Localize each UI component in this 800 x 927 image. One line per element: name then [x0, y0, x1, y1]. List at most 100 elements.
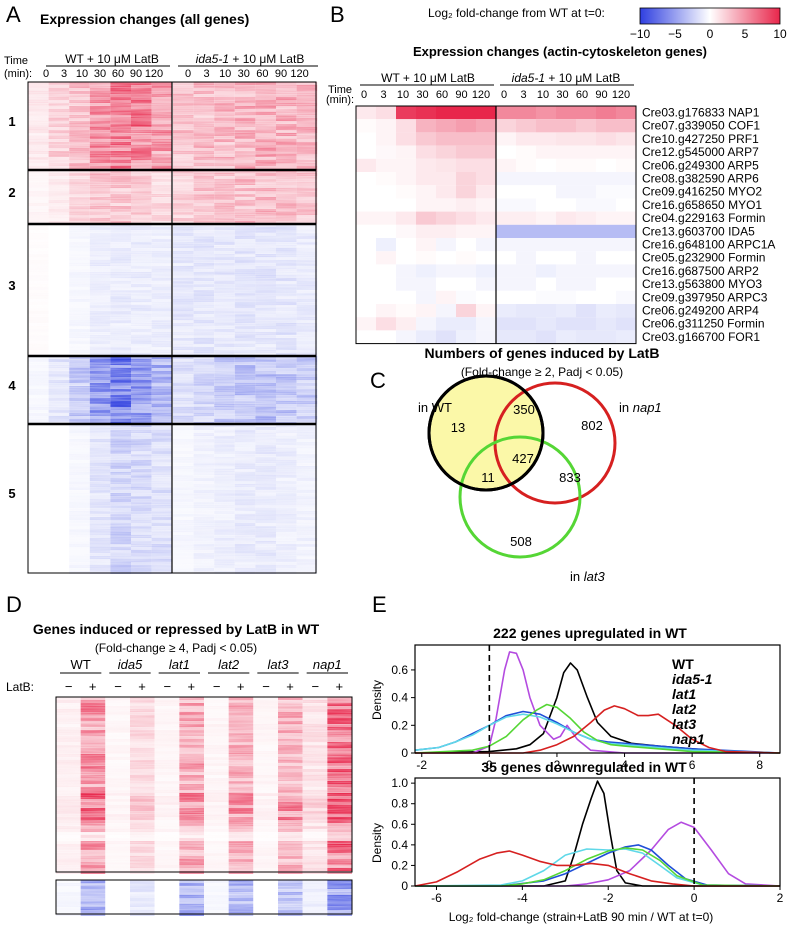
y-tick-label: 0	[401, 879, 408, 893]
time-tick-wt: 3	[380, 89, 386, 101]
colorbar-ticks: −10 −5 0 5 10	[630, 27, 787, 41]
latb-plus: +	[286, 679, 294, 694]
x-tick-label: 4	[621, 758, 628, 772]
gene-label: Cre12.g545000 ARP7	[642, 145, 759, 159]
heat-cell	[476, 330, 496, 344]
series-line-lat1	[414, 710, 781, 754]
heat-cell	[536, 119, 556, 133]
heat-cell	[376, 132, 396, 146]
heat-cell	[376, 264, 396, 278]
time-tick-wt: 3	[61, 68, 67, 80]
heat-cell	[476, 172, 496, 186]
gene-label: Cre16.g687500 ARP2	[642, 264, 759, 278]
heat-cell	[476, 251, 496, 265]
heat-cell	[616, 119, 636, 133]
latb-plus: +	[138, 679, 146, 694]
panel-b-time-unit: (min):	[326, 94, 354, 106]
x-tick-label: 2	[777, 891, 784, 905]
venn-circle-lat3	[458, 435, 582, 559]
heat-cell	[616, 145, 636, 159]
heat-cell	[536, 158, 556, 172]
heat-cell	[396, 185, 416, 199]
heat-cell	[456, 132, 476, 146]
heat-cell	[516, 119, 536, 133]
colorbar-title: Log₂ fold-change from WT at t=0:	[428, 6, 605, 20]
heat-cell	[616, 330, 636, 344]
heat-cell	[376, 106, 396, 120]
heat-cell	[596, 277, 616, 291]
latb-minus: −	[65, 679, 73, 694]
venn-count-lat3-only: 508	[510, 534, 532, 549]
heat-cell	[616, 185, 636, 199]
panel-d-title: Genes induced or repressed by LatB in WT	[33, 621, 320, 637]
panel-b-heatmap	[355, 105, 637, 345]
heat-cell	[416, 264, 436, 278]
heat-cell	[616, 158, 636, 172]
latb-minus: −	[164, 679, 172, 694]
gene-label: Cre16.g658650 MYO1	[642, 198, 762, 212]
heat-cell	[476, 198, 496, 212]
cluster-label: 2	[8, 185, 15, 200]
panel-e-letter: E	[372, 592, 387, 617]
y-tick-label: 0	[401, 746, 408, 760]
colorbar-tick-label: −10	[630, 27, 651, 41]
heat-cell	[356, 238, 376, 252]
panel-b-group1: WT + 10 μM LatB	[381, 71, 475, 85]
panel-a-group2: ida5-1 + 10 μM LatB	[196, 52, 305, 66]
heat-cell	[376, 172, 396, 186]
heat-cell	[436, 304, 456, 318]
y-tick-label: 0.6	[391, 817, 408, 831]
time-tick-wt: 120	[145, 68, 163, 80]
heat-cell	[476, 106, 496, 120]
panel-a-title: Expression changes (all genes)	[40, 11, 249, 27]
heat-cell	[396, 158, 416, 172]
heat-cell	[356, 119, 376, 133]
time-tick-wt: 60	[436, 89, 448, 101]
heat-cell	[456, 145, 476, 159]
heat-cell	[416, 119, 436, 133]
cluster-label: 3	[8, 278, 15, 293]
heat-cell	[376, 224, 396, 238]
heat-cell	[456, 158, 476, 172]
heat-cell	[576, 290, 596, 304]
heat-cell	[576, 132, 596, 146]
heat-cell	[616, 224, 636, 238]
heat-cell	[576, 198, 596, 212]
series-line-ida5-1	[415, 651, 780, 754]
series-line-lat3	[415, 847, 781, 887]
latb-plus: +	[336, 679, 344, 694]
heat-cell	[516, 158, 536, 172]
legend-entry-nap1: nap1	[672, 731, 705, 747]
time-tick-wt: 10	[397, 89, 409, 101]
heat-cell	[536, 317, 556, 331]
density-plot-top: -2 0 2 4 6 8 0 0.2 0.4 0.6	[391, 644, 781, 772]
heat-cell	[616, 238, 636, 252]
heat-cell	[616, 106, 636, 120]
heat-cell	[456, 317, 476, 331]
heat-cell	[556, 211, 576, 225]
cluster-label: 5	[8, 486, 15, 501]
x-tick-label: -2	[603, 891, 614, 905]
time-tick-ida5: 3	[204, 68, 210, 80]
heat-cell	[456, 172, 476, 186]
heat-cell	[396, 172, 416, 186]
heat-cell	[376, 290, 396, 304]
heat-cell	[556, 277, 576, 291]
heat-cell	[616, 198, 636, 212]
x-tick-label: -6	[431, 891, 442, 905]
gene-label: Cre09.g416250 MYO2	[642, 185, 762, 199]
time-tick-wt: 0	[43, 68, 49, 80]
heat-cell	[456, 211, 476, 225]
heat-cell	[416, 145, 436, 159]
heat-cell	[536, 172, 556, 186]
colorbar	[639, 7, 781, 25]
heat-cell	[616, 211, 636, 225]
heat-cell	[456, 251, 476, 265]
gene-label: Cre13.g563800 MYO3	[642, 277, 762, 291]
heat-cell	[376, 185, 396, 199]
heat-cell	[476, 304, 496, 318]
panel-a-group1: WT + 10 μM LatB	[65, 52, 159, 66]
time-tick-ida5: 30	[238, 68, 250, 80]
